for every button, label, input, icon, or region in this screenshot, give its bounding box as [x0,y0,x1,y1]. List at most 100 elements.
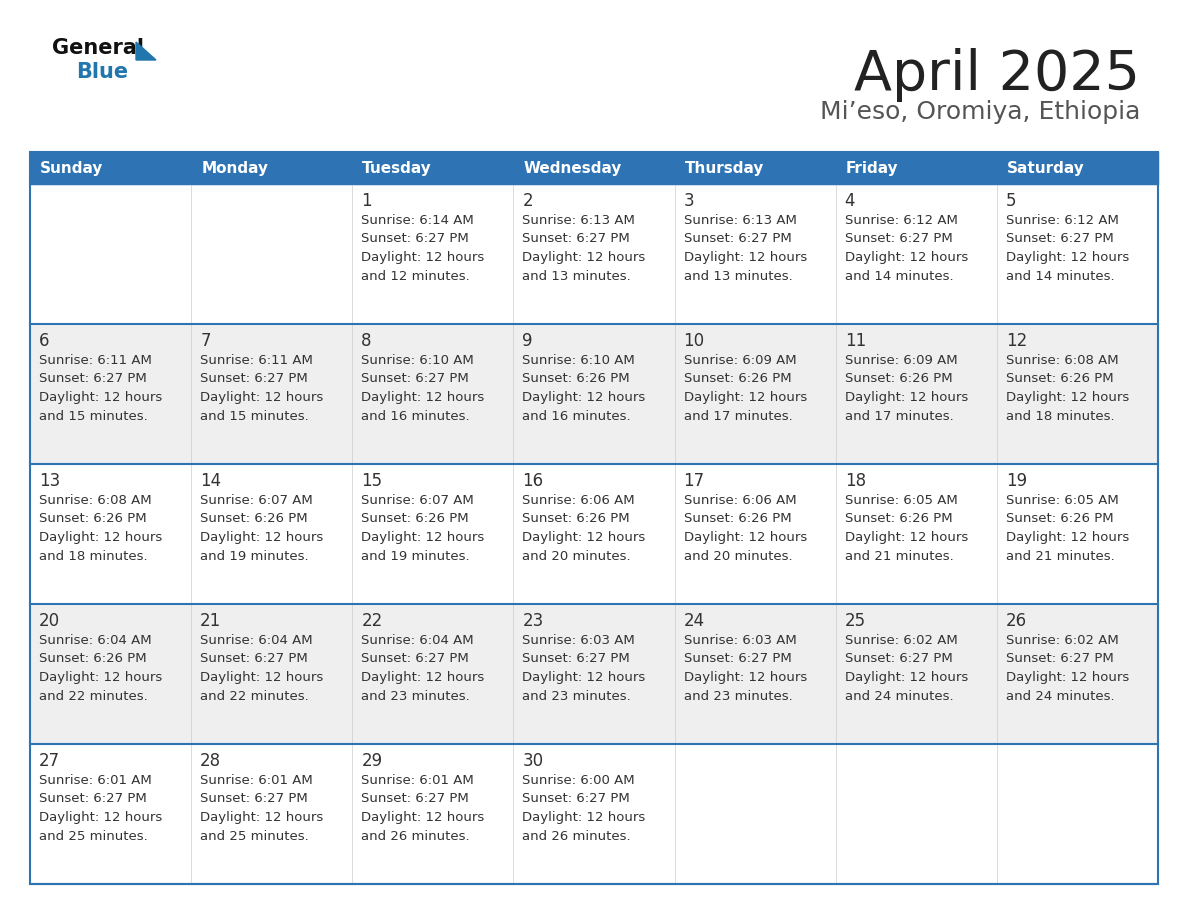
Text: 14: 14 [200,472,221,490]
Text: Sunset: 6:27 PM: Sunset: 6:27 PM [523,653,630,666]
Text: and 14 minutes.: and 14 minutes. [845,270,953,283]
Text: Sunrise: 6:13 AM: Sunrise: 6:13 AM [523,214,636,227]
Text: Daylight: 12 hours: Daylight: 12 hours [200,811,323,824]
Text: Sunrise: 6:08 AM: Sunrise: 6:08 AM [1006,354,1118,367]
Text: Blue: Blue [76,62,128,82]
Text: Sunset: 6:26 PM: Sunset: 6:26 PM [39,653,146,666]
Text: 22: 22 [361,612,383,630]
Text: Sunset: 6:27 PM: Sunset: 6:27 PM [200,792,308,805]
Text: and 26 minutes.: and 26 minutes. [361,830,470,843]
Text: Sunset: 6:27 PM: Sunset: 6:27 PM [523,792,630,805]
Text: Saturday: Saturday [1007,161,1085,175]
Text: Sunrise: 6:03 AM: Sunrise: 6:03 AM [523,634,636,647]
Text: 8: 8 [361,332,372,350]
Text: Daylight: 12 hours: Daylight: 12 hours [523,391,646,404]
Text: Sunset: 6:26 PM: Sunset: 6:26 PM [683,373,791,386]
Text: and 22 minutes.: and 22 minutes. [39,689,147,702]
Text: Sunrise: 6:00 AM: Sunrise: 6:00 AM [523,774,636,787]
Text: Sunrise: 6:09 AM: Sunrise: 6:09 AM [845,354,958,367]
Text: and 15 minutes.: and 15 minutes. [200,409,309,422]
Text: Sunrise: 6:11 AM: Sunrise: 6:11 AM [200,354,312,367]
Text: Daylight: 12 hours: Daylight: 12 hours [683,671,807,684]
Text: Sunrise: 6:06 AM: Sunrise: 6:06 AM [683,494,796,507]
Text: Sunset: 6:27 PM: Sunset: 6:27 PM [845,232,953,245]
Text: 15: 15 [361,472,383,490]
Text: Sunrise: 6:06 AM: Sunrise: 6:06 AM [523,494,636,507]
Text: Sunset: 6:27 PM: Sunset: 6:27 PM [1006,232,1113,245]
Text: 23: 23 [523,612,544,630]
Text: Sunrise: 6:09 AM: Sunrise: 6:09 AM [683,354,796,367]
Text: Sunrise: 6:05 AM: Sunrise: 6:05 AM [1006,494,1119,507]
Text: Daylight: 12 hours: Daylight: 12 hours [39,671,163,684]
Text: Sunset: 6:26 PM: Sunset: 6:26 PM [845,512,953,525]
Polygon shape [135,42,156,60]
Text: Daylight: 12 hours: Daylight: 12 hours [1006,531,1129,544]
Text: Daylight: 12 hours: Daylight: 12 hours [683,531,807,544]
Text: Daylight: 12 hours: Daylight: 12 hours [39,391,163,404]
Text: Sunset: 6:27 PM: Sunset: 6:27 PM [1006,653,1113,666]
Text: Daylight: 12 hours: Daylight: 12 hours [361,531,485,544]
Text: Sunset: 6:26 PM: Sunset: 6:26 PM [523,373,630,386]
Bar [30,152,1158,884]
Text: 4: 4 [845,192,855,210]
Text: 19: 19 [1006,472,1026,490]
Text: 26: 26 [1006,612,1026,630]
Text: 10: 10 [683,332,704,350]
Text: Sunset: 6:27 PM: Sunset: 6:27 PM [523,232,630,245]
Text: 20: 20 [39,612,61,630]
Text: 9: 9 [523,332,533,350]
Text: 21: 21 [200,612,221,630]
Text: 29: 29 [361,752,383,770]
Text: and 23 minutes.: and 23 minutes. [361,689,470,702]
Text: Friday: Friday [846,161,898,175]
Text: and 20 minutes.: and 20 minutes. [523,550,631,563]
Text: Sunrise: 6:10 AM: Sunrise: 6:10 AM [523,354,636,367]
Text: Sunrise: 6:02 AM: Sunrise: 6:02 AM [845,634,958,647]
Text: Sunrise: 6:12 AM: Sunrise: 6:12 AM [845,214,958,227]
Text: Daylight: 12 hours: Daylight: 12 hours [845,531,968,544]
Bar [30,152,1158,184]
Text: Sunset: 6:27 PM: Sunset: 6:27 PM [200,653,308,666]
Text: 2: 2 [523,192,533,210]
Text: 28: 28 [200,752,221,770]
Text: and 17 minutes.: and 17 minutes. [845,409,954,422]
Text: Daylight: 12 hours: Daylight: 12 hours [523,251,646,264]
Text: Daylight: 12 hours: Daylight: 12 hours [845,391,968,404]
Bar [30,604,1158,744]
Text: and 26 minutes.: and 26 minutes. [523,830,631,843]
Text: and 24 minutes.: and 24 minutes. [1006,689,1114,702]
Bar [30,324,1158,464]
Text: and 14 minutes.: and 14 minutes. [1006,270,1114,283]
Text: Sunset: 6:26 PM: Sunset: 6:26 PM [523,512,630,525]
Text: Sunset: 6:27 PM: Sunset: 6:27 PM [39,373,147,386]
Text: Sunset: 6:26 PM: Sunset: 6:26 PM [39,512,146,525]
Text: Sunset: 6:26 PM: Sunset: 6:26 PM [361,512,469,525]
Text: Mi’eso, Oromiya, Ethiopia: Mi’eso, Oromiya, Ethiopia [820,100,1140,124]
Text: Sunset: 6:27 PM: Sunset: 6:27 PM [361,232,469,245]
Text: Sunset: 6:27 PM: Sunset: 6:27 PM [683,232,791,245]
Text: Sunrise: 6:11 AM: Sunrise: 6:11 AM [39,354,152,367]
Text: Sunrise: 6:04 AM: Sunrise: 6:04 AM [361,634,474,647]
Text: Sunset: 6:27 PM: Sunset: 6:27 PM [845,653,953,666]
Text: Sunrise: 6:08 AM: Sunrise: 6:08 AM [39,494,152,507]
Text: and 13 minutes.: and 13 minutes. [523,270,631,283]
Text: Sunrise: 6:12 AM: Sunrise: 6:12 AM [1006,214,1119,227]
Text: and 23 minutes.: and 23 minutes. [523,689,631,702]
Text: and 17 minutes.: and 17 minutes. [683,409,792,422]
Text: and 25 minutes.: and 25 minutes. [39,830,147,843]
Text: 1: 1 [361,192,372,210]
Text: Sunrise: 6:07 AM: Sunrise: 6:07 AM [361,494,474,507]
Text: 17: 17 [683,472,704,490]
Text: Sunrise: 6:03 AM: Sunrise: 6:03 AM [683,634,796,647]
Text: Sunset: 6:27 PM: Sunset: 6:27 PM [683,653,791,666]
Text: Sunrise: 6:02 AM: Sunrise: 6:02 AM [1006,634,1119,647]
Text: Sunset: 6:27 PM: Sunset: 6:27 PM [361,792,469,805]
Text: Sunrise: 6:14 AM: Sunrise: 6:14 AM [361,214,474,227]
Text: Sunday: Sunday [40,161,103,175]
Text: Sunrise: 6:04 AM: Sunrise: 6:04 AM [200,634,312,647]
Text: Thursday: Thursday [684,161,764,175]
Text: 5: 5 [1006,192,1017,210]
Text: Daylight: 12 hours: Daylight: 12 hours [523,811,646,824]
Text: and 19 minutes.: and 19 minutes. [200,550,309,563]
Text: 30: 30 [523,752,544,770]
